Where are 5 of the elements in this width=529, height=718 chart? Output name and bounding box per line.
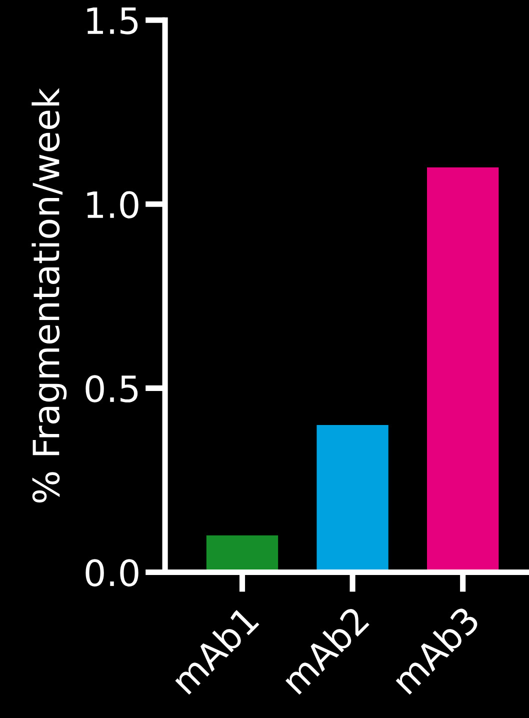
y-tick-label: 1.0 [87, 191, 138, 218]
y-tick-label: 0.5 [86, 375, 138, 402]
y-tick-label: 0.0 [86, 559, 138, 586]
y-axis-title: % Fragmentation/week [32, 88, 67, 502]
y-tick-label: 1.5 [87, 7, 138, 34]
